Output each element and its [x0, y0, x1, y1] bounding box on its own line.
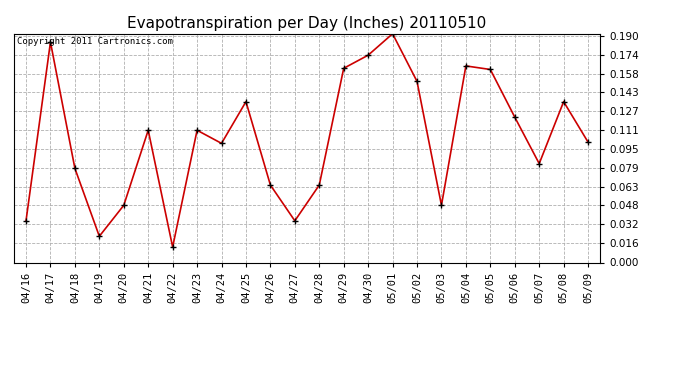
Title: Evapotranspiration per Day (Inches) 20110510: Evapotranspiration per Day (Inches) 2011…: [128, 16, 486, 31]
Text: Copyright 2011 Cartronics.com: Copyright 2011 Cartronics.com: [17, 37, 172, 46]
